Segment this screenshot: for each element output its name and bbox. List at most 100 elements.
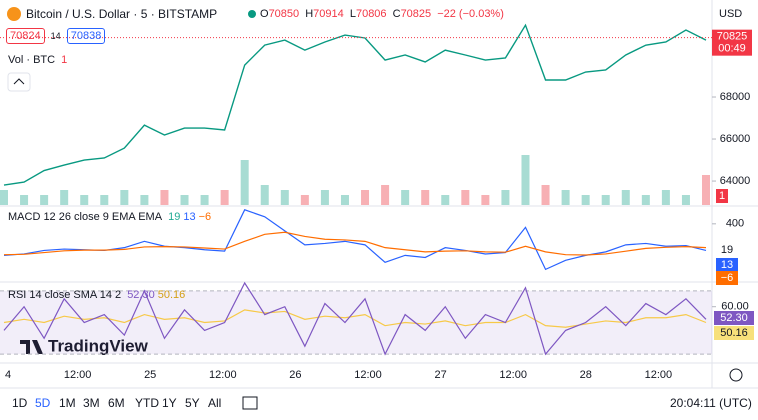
volume-bar: [60, 190, 69, 205]
watermark-logo: [20, 340, 43, 354]
settings-icon[interactable]: [729, 368, 743, 382]
macd-value: 13: [183, 211, 196, 223]
volume-bar: [561, 190, 570, 205]
rsi-line: [3, 281, 707, 356]
y-tick-label: 60.00: [721, 301, 749, 313]
y-tick-label: 400: [726, 218, 744, 230]
close: 70825: [400, 8, 432, 20]
h-label: H: [305, 8, 314, 20]
volume-bar: [320, 190, 329, 205]
volume-bar: [240, 160, 249, 205]
x-tick-label: 12:00: [209, 369, 237, 381]
macd-tag: [716, 243, 738, 257]
x-tick-label: 12:00: [354, 369, 382, 381]
x-tick-label: 12:00: [64, 369, 92, 381]
volume-bar: [100, 195, 109, 205]
x-tick-label: 26: [289, 369, 301, 381]
volume-bar: [220, 190, 229, 205]
volume-bar: [681, 195, 690, 205]
x-tick-label: 12:00: [645, 369, 673, 381]
volume-bar: [481, 195, 490, 205]
currency[interactable]: USD: [719, 8, 743, 20]
volume-bar: [180, 195, 189, 205]
range-button[interactable]: 6M: [108, 396, 125, 410]
volume-bar: [20, 195, 29, 205]
l-label: L: [349, 8, 356, 20]
volume-bar: [361, 190, 370, 205]
volume-bar: [340, 195, 349, 205]
volume-bar: [120, 190, 129, 205]
collapse-icon: [13, 78, 25, 85]
signal-line: [3, 231, 707, 256]
macd-tag-label: 19: [721, 244, 733, 256]
ohlc: O70850 H70914 L70806 C70825 −22 (−0.03%): [260, 8, 507, 20]
rsi-tag: [714, 326, 754, 340]
x-tick-label: 28: [580, 369, 592, 381]
macd-tag: [716, 258, 738, 272]
range-button[interactable]: 1D: [12, 396, 28, 410]
volume-bar: [601, 195, 610, 205]
volume-bar: [421, 190, 430, 205]
volume-bar: [581, 195, 590, 205]
x-tick-label: 25: [144, 369, 156, 381]
x-tick-label: 27: [434, 369, 446, 381]
macd-legend: MACD 12 26 close 9 EMA EMA 19 13 −6: [8, 211, 214, 223]
volume-bar: [461, 190, 470, 205]
rsi-tag-label: 52.30: [720, 312, 748, 324]
rsi-legend: RSI 14 close SMA 14 2 52.30 50.16: [8, 289, 188, 301]
c-label: C: [392, 8, 401, 20]
bid[interactable]: 70824: [6, 28, 45, 44]
volume-bar: [0, 190, 8, 205]
volume-bar: [621, 190, 630, 205]
price-line: [3, 23, 707, 186]
status-dot: [248, 10, 256, 18]
macd-signal: −6: [198, 211, 212, 223]
rsi-value: 52.30: [127, 289, 155, 301]
range-button[interactable]: YTD: [135, 396, 159, 410]
volume-bar: [441, 195, 450, 205]
o-label: O: [260, 8, 269, 20]
volume-bar: [702, 175, 710, 205]
volume-bar: [521, 155, 530, 205]
range-button[interactable]: 5Y: [185, 396, 200, 410]
date-range-icon[interactable]: [242, 396, 258, 410]
rsi-sma-line: [3, 309, 707, 328]
macd-tag-label: 13: [721, 259, 733, 271]
macd-tag: [716, 271, 738, 285]
high: 70914: [313, 8, 344, 20]
ask[interactable]: 70838: [66, 28, 106, 44]
volume-bar: [381, 185, 390, 205]
volume-bar: [401, 190, 410, 205]
volume-legend: Vol · BTC 1: [8, 54, 70, 66]
macd-label: MACD 12 26 close 9 EMA EMA: [8, 211, 163, 223]
low: 70806: [355, 8, 387, 20]
volume-bar: [200, 195, 209, 205]
range-button[interactable]: 3M: [83, 396, 100, 410]
open: 70850: [268, 8, 300, 20]
range-button[interactable]: All: [208, 396, 222, 410]
range-button[interactable]: 5D: [35, 396, 51, 410]
last-price-tag: [712, 29, 752, 56]
macd-tag-label: −6: [721, 272, 734, 284]
macd-hist: 19: [168, 211, 181, 223]
range-button[interactable]: 1Y: [162, 396, 177, 410]
volume-bar: [280, 190, 289, 205]
spread: 14: [50, 31, 61, 41]
collapse-button[interactable]: [7, 72, 31, 92]
coin-icon: [7, 7, 21, 21]
rsi-tag: [714, 311, 754, 325]
volume-bar: [140, 195, 149, 205]
x-tick-label: 12:00: [499, 369, 527, 381]
x-tick-label: 4: [5, 369, 11, 381]
watermark: TradingView: [48, 336, 149, 355]
range-button[interactable]: 1M: [59, 396, 76, 410]
rsi-label: RSI 14 close SMA 14 2: [8, 289, 122, 301]
y-tick-label: 68000: [720, 91, 751, 103]
volume-tag: [716, 189, 728, 203]
volume-bar: [40, 195, 49, 205]
volume-bar: [260, 185, 269, 205]
y-tick-label: 64000: [720, 175, 751, 187]
